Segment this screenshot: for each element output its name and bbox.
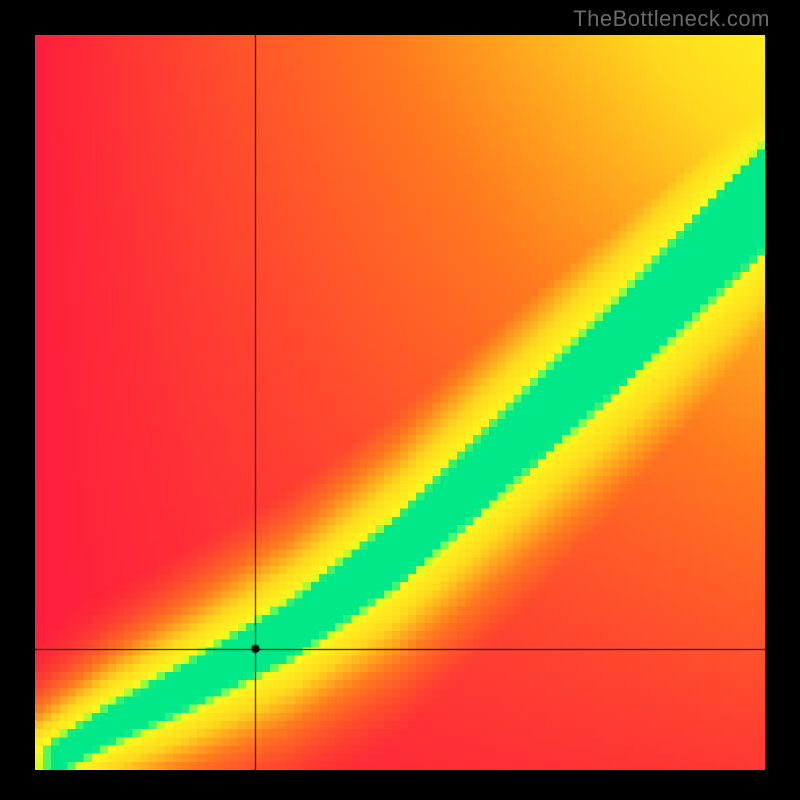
crosshair-overlay (35, 35, 765, 770)
watermark-text: TheBottleneck.com (573, 6, 770, 32)
chart-container: TheBottleneck.com (0, 0, 800, 800)
